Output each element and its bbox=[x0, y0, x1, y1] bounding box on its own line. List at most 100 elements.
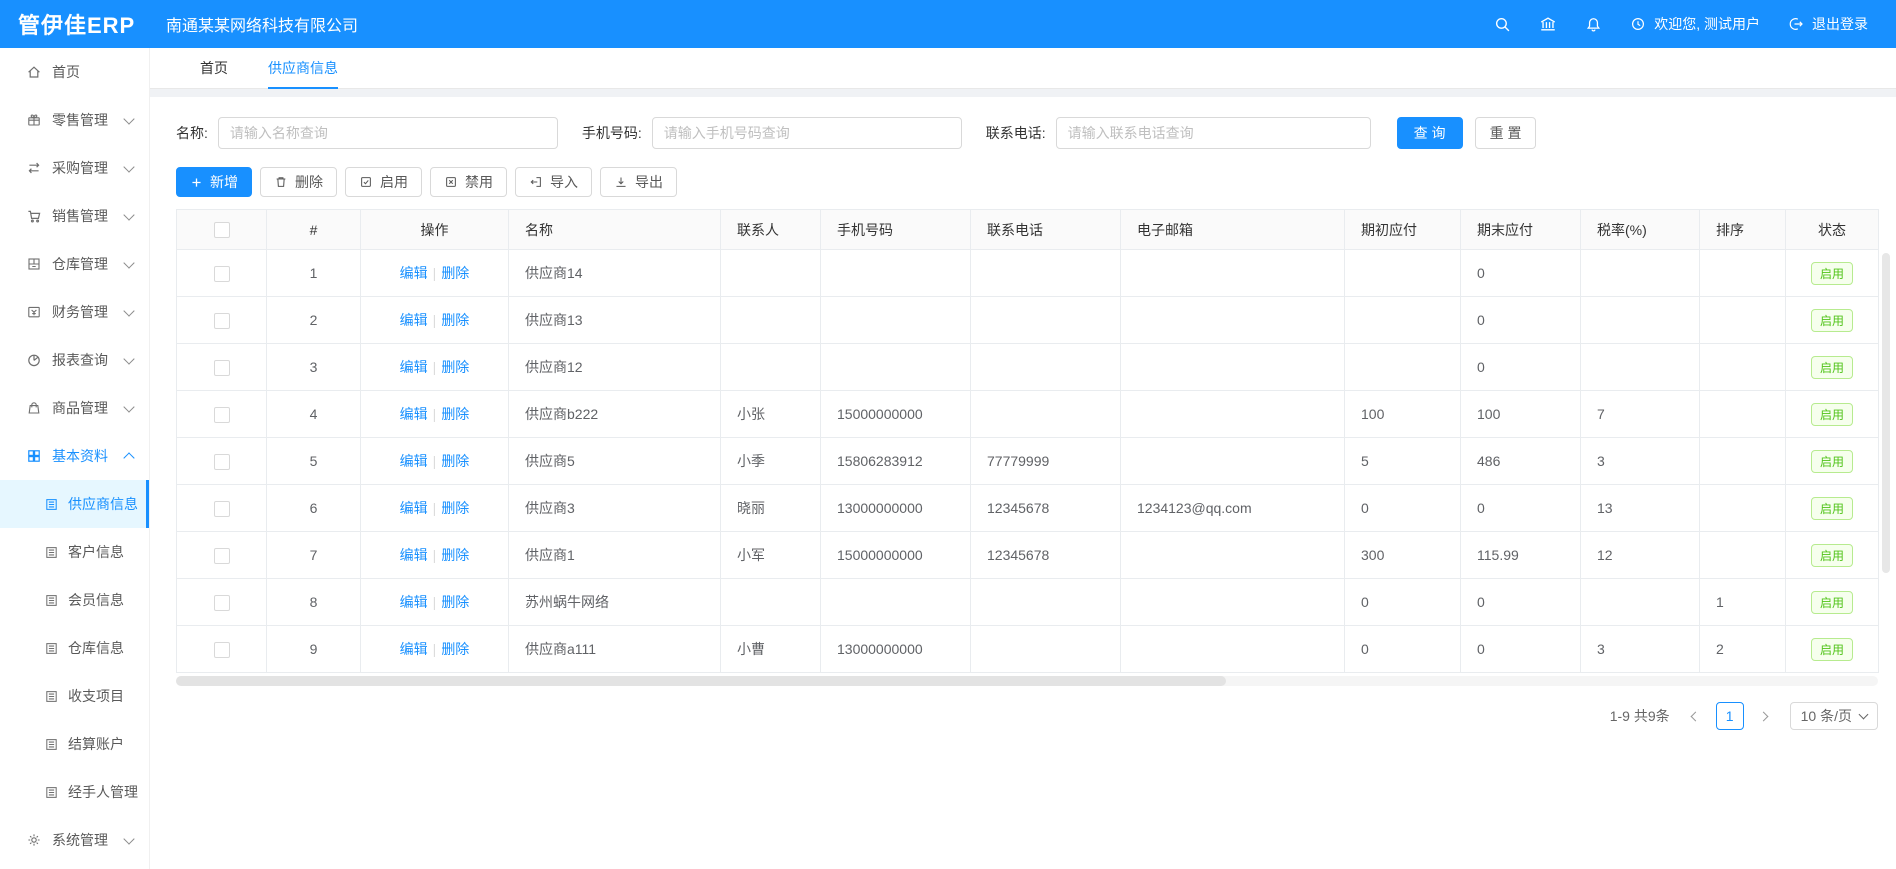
row-checkbox[interactable] bbox=[213, 453, 230, 470]
supplier-table-wrap: # 操作 名称 联系人 手机号码 联系电话 电子邮箱 期初应付 期末应付 税率(… bbox=[176, 209, 1890, 686]
link-separator: | bbox=[432, 500, 437, 516]
edit-link[interactable]: 编辑 bbox=[399, 500, 428, 516]
purchase-icon bbox=[26, 160, 42, 176]
delete-link[interactable]: 删除 bbox=[441, 594, 470, 610]
chevron-down-icon bbox=[125, 358, 133, 363]
row-checkbox[interactable] bbox=[213, 594, 230, 611]
search-icon[interactable] bbox=[1494, 16, 1511, 33]
add-button-label: 新增 bbox=[210, 174, 238, 190]
main-area: 首页 供应商信息 名称: 手机号码: 联系电话: 查 询 重 置 新增 删除 bbox=[150, 0, 1896, 869]
cell-email bbox=[1120, 578, 1345, 626]
delete-link[interactable]: 删除 bbox=[441, 641, 470, 657]
sidebar-item-system[interactable]: 系统管理 bbox=[0, 816, 149, 864]
tab-home[interactable]: 首页 bbox=[200, 60, 228, 76]
select-all-checkbox[interactable] bbox=[213, 222, 230, 239]
link-separator: | bbox=[432, 594, 437, 610]
cell-opening-payable bbox=[1344, 249, 1461, 297]
cell-contact bbox=[720, 249, 821, 297]
edit-link[interactable]: 编辑 bbox=[399, 547, 428, 563]
sidebar-item-settlement-account[interactable]: 结算账户 bbox=[0, 720, 149, 768]
sidebar-item-purchase[interactable]: 采购管理 bbox=[0, 144, 149, 192]
query-button[interactable]: 查 询 bbox=[1396, 117, 1463, 149]
horizontal-scrollbar[interactable] bbox=[176, 676, 1878, 686]
edit-link[interactable]: 编辑 bbox=[399, 641, 428, 657]
sidebar-item-home[interactable]: 首页 bbox=[0, 48, 149, 96]
export-button[interactable]: 导出 bbox=[600, 167, 677, 197]
row-checkbox[interactable] bbox=[213, 359, 230, 376]
sidebar-item-handler-mgmt[interactable]: 经手人管理 bbox=[0, 768, 149, 816]
edit-link[interactable]: 编辑 bbox=[399, 359, 428, 375]
cell-sort: 1 bbox=[1699, 578, 1786, 626]
delete-button[interactable]: 删除 bbox=[260, 167, 337, 197]
row-checkbox[interactable] bbox=[213, 265, 230, 282]
reset-button[interactable]: 重 置 bbox=[1474, 117, 1537, 149]
next-page-button[interactable] bbox=[1752, 702, 1776, 730]
cell-sort bbox=[1699, 343, 1786, 391]
status-badge: 启用 bbox=[1810, 590, 1853, 614]
cell-sort bbox=[1699, 531, 1786, 579]
bank-icon[interactable] bbox=[1539, 15, 1557, 33]
name-search-input[interactable] bbox=[217, 117, 558, 149]
delete-link[interactable]: 删除 bbox=[441, 406, 470, 422]
delete-link[interactable]: 删除 bbox=[441, 453, 470, 469]
sidebar-item-goods[interactable]: 商品管理 bbox=[0, 384, 149, 432]
disable-button[interactable]: 禁用 bbox=[430, 167, 507, 197]
edit-link[interactable]: 编辑 bbox=[399, 312, 428, 328]
delete-link[interactable]: 删除 bbox=[441, 265, 470, 281]
cell-contact bbox=[720, 343, 821, 391]
delete-link[interactable]: 删除 bbox=[441, 312, 470, 328]
row-checkbox[interactable] bbox=[213, 312, 230, 329]
logout-button[interactable]: 退出登录 bbox=[1788, 14, 1868, 34]
sidebar-item-warehouse[interactable]: 仓库管理 bbox=[0, 240, 149, 288]
vertical-scrollbar[interactable] bbox=[1882, 253, 1890, 573]
row-actions: 编辑 | 删除 bbox=[360, 343, 509, 391]
row-checkbox[interactable] bbox=[213, 406, 230, 423]
user-welcome[interactable]: 欢迎您, 测试用户 bbox=[1630, 14, 1760, 34]
sidebar-item-label: 首页 bbox=[52, 64, 80, 80]
delete-link[interactable]: 删除 bbox=[441, 500, 470, 516]
sidebar-item-retail[interactable]: 零售管理 bbox=[0, 96, 149, 144]
bell-icon[interactable] bbox=[1585, 16, 1602, 33]
edit-link[interactable]: 编辑 bbox=[399, 453, 428, 469]
delete-link[interactable]: 删除 bbox=[441, 359, 470, 375]
cell-name: 供应商3 bbox=[508, 484, 721, 532]
sidebar-item-warehouse-info[interactable]: 仓库信息 bbox=[0, 624, 149, 672]
sidebar-item-finance[interactable]: 财务管理 bbox=[0, 288, 149, 336]
sidebar-item-income-expense[interactable]: 收支项目 bbox=[0, 672, 149, 720]
cell-mobile: 15000000000 bbox=[820, 531, 971, 579]
welcome-text: 欢迎您, 测试用户 bbox=[1654, 16, 1760, 32]
tab-supplier-info[interactable]: 供应商信息 bbox=[268, 48, 338, 89]
edit-link[interactable]: 编辑 bbox=[399, 265, 428, 281]
horizontal-scrollbar-thumb[interactable] bbox=[176, 676, 1226, 686]
import-button[interactable]: 导入 bbox=[515, 167, 592, 197]
col-header-tax: 税率(%) bbox=[1580, 209, 1700, 250]
page-size-select[interactable]: 10 条/页 bbox=[1789, 702, 1878, 730]
sidebar-item-sales[interactable]: 销售管理 bbox=[0, 192, 149, 240]
prev-page-button[interactable] bbox=[1684, 702, 1708, 730]
cell-closing-payable: 0 bbox=[1460, 625, 1581, 673]
cell-tax-rate bbox=[1580, 296, 1700, 344]
edit-link[interactable]: 编辑 bbox=[399, 594, 428, 610]
sidebar-item-report[interactable]: 报表查询 bbox=[0, 336, 149, 384]
enable-button[interactable]: 启用 bbox=[345, 167, 422, 197]
sidebar-item-member-info[interactable]: 会员信息 bbox=[0, 576, 149, 624]
page-size-label: 10 条/页 bbox=[1800, 708, 1852, 724]
current-page-button[interactable]: 1 bbox=[1715, 702, 1744, 730]
tel-search-input[interactable] bbox=[1055, 117, 1371, 149]
sidebar-item-customer-info[interactable]: 客户信息 bbox=[0, 528, 149, 576]
row-checkbox[interactable] bbox=[213, 500, 230, 517]
cell-tax-rate bbox=[1580, 578, 1700, 626]
row-checkbox[interactable] bbox=[213, 641, 230, 658]
sidebar-item-supplier-info[interactable]: 供应商信息 bbox=[0, 480, 149, 528]
cell-tax-rate: 3 bbox=[1580, 437, 1700, 485]
link-separator: | bbox=[432, 547, 437, 563]
delete-link[interactable]: 删除 bbox=[441, 547, 470, 563]
chevron-down-icon bbox=[125, 310, 133, 315]
row-checkbox[interactable] bbox=[213, 547, 230, 564]
sidebar-item-basic-data[interactable]: 基本资料 bbox=[0, 432, 149, 480]
table-row: 2 编辑 | 删除 供应商13 0 启用 bbox=[176, 296, 1879, 344]
edit-link[interactable]: 编辑 bbox=[399, 406, 428, 422]
add-button[interactable]: 新增 bbox=[176, 167, 252, 197]
cell-tel bbox=[970, 390, 1121, 438]
mobile-search-input[interactable] bbox=[651, 117, 962, 149]
